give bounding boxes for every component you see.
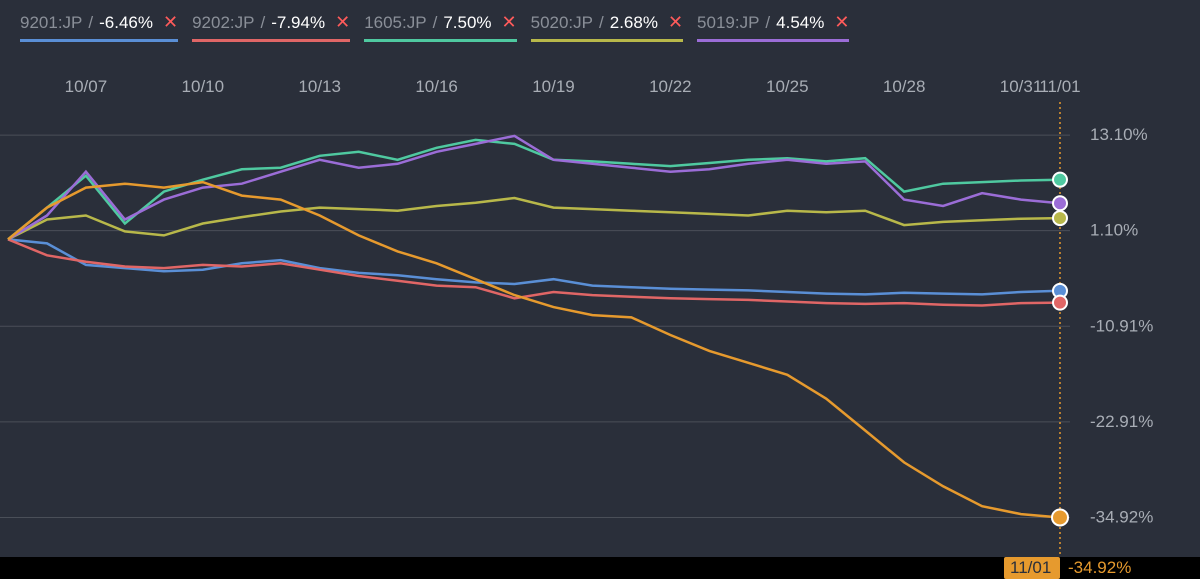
legend-slash: /: [260, 13, 265, 33]
x-axis-label: 10/10: [182, 77, 225, 96]
legend-value: -6.46%: [99, 13, 153, 33]
chart-svg: 13.10% 1.10% -10.91% -22.91% -34.92% 10/07 10/…: [0, 72, 1200, 579]
end-dot-highlight: [1052, 509, 1068, 525]
legend-ticker: 5019:JP: [697, 13, 759, 33]
y-axis-label: 1.10%: [1090, 221, 1138, 240]
legend-value: 2.68%: [610, 13, 658, 33]
x-axis-label: 10/16: [415, 77, 458, 96]
x-axis-label: 10/28: [883, 77, 926, 96]
y-axis-label: 13.10%: [1090, 125, 1148, 144]
y-axis-label: -34.92%: [1090, 507, 1153, 526]
legend-item-9201-JP: 9201:JP / -6.46% ✕: [20, 12, 178, 42]
end-dot-1605:JP: [1053, 173, 1067, 187]
x-axis-label: 10/22: [649, 77, 692, 96]
cursor-date: 11/01: [1010, 558, 1051, 577]
x-axis-label: 10/31: [1000, 77, 1043, 96]
legend-ticker: 9201:JP: [20, 13, 82, 33]
legend-item-top: 9202:JP / -7.94% ✕: [192, 12, 350, 33]
legend-underline: [20, 39, 178, 42]
legend-slash: /: [765, 13, 770, 33]
x-axis-label: 10/19: [532, 77, 575, 96]
legend-item-1605-JP: 1605:JP /7.50% ✕: [364, 12, 516, 42]
series-5020:JP: [8, 198, 1060, 239]
legend-value: -7.94%: [271, 13, 325, 33]
x-axis-label: 10/25: [766, 77, 809, 96]
close-icon[interactable]: ✕: [668, 12, 683, 33]
cursor-value: -34.92%: [1068, 558, 1131, 577]
x-axis-label: 10/07: [65, 77, 108, 96]
legend-item-top: 9201:JP / -6.46% ✕: [20, 12, 178, 33]
legend-underline: [697, 39, 849, 42]
end-dot-5020:JP: [1053, 211, 1067, 225]
x-axis-label: 11/01: [1039, 77, 1080, 96]
legend-value: 7.50%: [443, 13, 491, 33]
legend-item-top: 5020:JP / 2.68% ✕: [531, 12, 683, 33]
chart: 13.10% 1.10% -10.91% -22.91% -34.92% 10/07 10/…: [0, 72, 1200, 579]
legend-slash: /: [599, 13, 604, 33]
close-icon[interactable]: ✕: [335, 12, 350, 33]
legend-item-9202-JP: 9202:JP / -7.94% ✕: [192, 12, 350, 42]
legend-underline: [531, 39, 683, 42]
y-axis-label: -22.91%: [1090, 412, 1153, 431]
legend-ticker: 1605:JP: [364, 13, 426, 33]
legend-slash: /: [433, 13, 438, 33]
legend-underline: [192, 39, 350, 42]
series-highlight: [8, 182, 1060, 517]
legend-item-top: 5019:JP / 4.54% ✕: [697, 12, 849, 33]
legend-underline: [364, 39, 516, 42]
end-dot-9202:JP: [1053, 296, 1067, 310]
legend-ticker: 9202:JP: [192, 13, 254, 33]
close-icon[interactable]: ✕: [502, 12, 517, 33]
legend-item-top: 1605:JP /7.50% ✕: [364, 12, 516, 33]
legend-slash: /: [88, 13, 93, 33]
close-icon[interactable]: ✕: [834, 12, 849, 33]
y-axis-label: -10.91%: [1090, 316, 1153, 335]
close-icon[interactable]: ✕: [163, 12, 178, 33]
end-dot-5019:JP: [1053, 196, 1067, 210]
legend-ticker: 5020:JP: [531, 13, 593, 33]
x-axis-label: 10/13: [298, 77, 341, 96]
legend-value: 4.54%: [776, 13, 824, 33]
legend: 9201:JP/-6.46%✕9202:JP/-7.94%✕1605:JP/7.…: [0, 0, 1200, 42]
legend-item-5019-JP: 5019:JP / 4.54% ✕: [697, 12, 849, 42]
legend-item-5020-JP: 5020:JP / 2.68% ✕: [531, 12, 683, 42]
